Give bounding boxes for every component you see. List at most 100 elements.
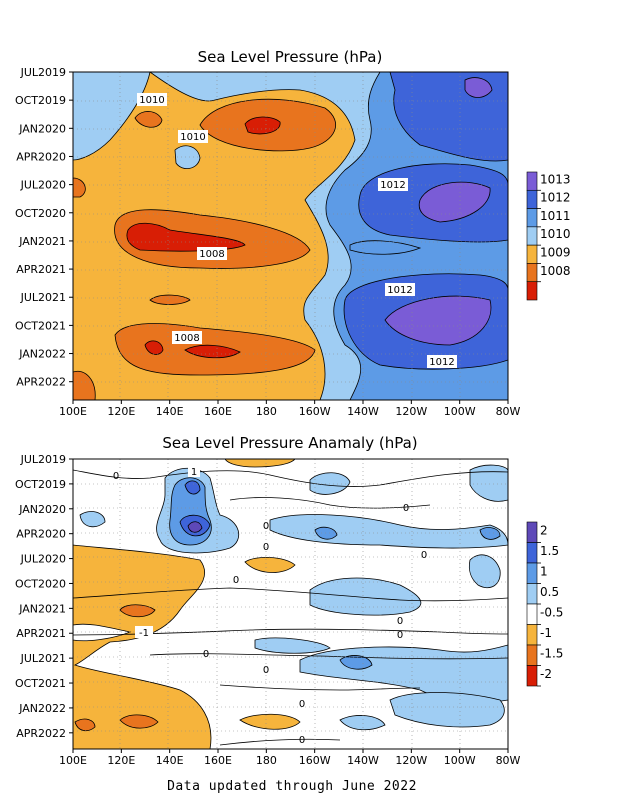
colorbar-swatch xyxy=(526,171,538,191)
panel1-x-ticks: 100E 120E 140E 160E 180 160W 140W 120W 100W 80W xyxy=(59,400,521,418)
colorbar-swatch xyxy=(526,583,538,605)
colorbar-swatch xyxy=(526,226,538,246)
x-tick-label: 100W xyxy=(444,405,476,418)
x-tick-label: 160E xyxy=(204,405,232,418)
colorbar-swatch xyxy=(526,562,538,584)
y-tick-label: OCT2019 xyxy=(15,94,66,107)
colorbar-label: 1.5 xyxy=(540,544,559,558)
colorbar-label: 0.5 xyxy=(540,585,559,599)
y-tick-label: OCT2021 xyxy=(15,319,66,332)
y-tick-label: JUL2021 xyxy=(20,291,66,304)
y-tick-label: OCT2019 xyxy=(15,478,66,491)
y-tick-label: APR2020 xyxy=(16,150,66,163)
contour-label: 0 xyxy=(263,665,269,676)
panel2-zero-contours xyxy=(73,469,508,746)
colorbar-label: 1 xyxy=(540,565,548,579)
y-tick-label: JAN2022 xyxy=(18,348,66,361)
panel2-y-ticks: JUL2019 OCT2019 JAN2020 APR2020 JUL2020 OCT20… xyxy=(15,453,73,740)
y-tick-label: JAN2021 xyxy=(18,602,66,615)
x-tick-label: 140W xyxy=(347,405,379,418)
colorbar-label: 2 xyxy=(540,524,548,538)
colorbar-swatch xyxy=(526,263,538,283)
contour-label: 0 xyxy=(299,699,305,710)
y-tick-label: JUL2021 xyxy=(20,652,66,665)
x-tick-label: 120W xyxy=(395,405,427,418)
x-tick-label: 180 xyxy=(256,405,277,418)
x-tick-label: 140E xyxy=(156,405,184,418)
contour-label: 1012 xyxy=(380,180,405,191)
colorbar-label: 1008 xyxy=(540,264,571,278)
colorbar-swatch xyxy=(526,208,538,228)
contour-label: 0 xyxy=(233,575,239,586)
x-tick-label: 100W xyxy=(444,754,476,767)
colorbar-swatch xyxy=(526,244,538,264)
contour-label: 0 xyxy=(421,550,427,561)
footer-note: Data updated through June 2022 xyxy=(167,779,417,794)
contour-label: 1012 xyxy=(429,357,454,368)
y-tick-label: OCT2021 xyxy=(15,677,66,690)
y-tick-label: JAN2020 xyxy=(18,122,66,135)
panel2-frame xyxy=(72,458,509,750)
colorbar-label: 1011 xyxy=(540,209,571,223)
contour-label: 1010 xyxy=(180,132,205,143)
y-tick-label: OCT2020 xyxy=(15,207,66,220)
colorbar-label: -0.5 xyxy=(540,606,563,620)
x-tick-label: 120E xyxy=(107,405,135,418)
panel2-x-ticks: 100E 120E 140E 160E 180 160W 140W 120W 100W 80W xyxy=(59,749,521,767)
colorbar-swatch xyxy=(526,521,538,543)
contour-label: 0 xyxy=(397,616,403,627)
panel2-plot xyxy=(73,459,508,749)
colorbar-swatch xyxy=(526,665,538,687)
colorbar-label: -1.5 xyxy=(540,647,563,661)
y-tick-label: JUL2020 xyxy=(20,553,66,566)
x-tick-label: 160W xyxy=(299,754,331,767)
colorbar-label: -2 xyxy=(540,667,552,681)
y-tick-label: OCT2020 xyxy=(15,577,66,590)
contour-label: 1012 xyxy=(387,285,412,296)
y-tick-label: APR2021 xyxy=(16,627,66,640)
panel1-plot xyxy=(73,72,508,400)
y-tick-label: JUL2019 xyxy=(20,453,66,466)
y-tick-label: APR2022 xyxy=(16,376,66,389)
contour-label: 0 xyxy=(397,630,403,641)
colorbar-swatch xyxy=(526,624,538,646)
panel1-title: Sea Level Pressure (hPa) xyxy=(198,48,383,66)
colorbar-swatch xyxy=(526,644,538,666)
contour-label: -1 xyxy=(139,628,149,639)
y-tick-label: JUL2019 xyxy=(20,66,66,79)
colorbar-label: -1 xyxy=(540,626,552,640)
y-tick-label: JUL2020 xyxy=(20,179,66,192)
contour-label: 0 xyxy=(113,471,119,482)
contour-label: 0 xyxy=(403,503,409,514)
contour-label: 0 xyxy=(203,649,209,660)
x-tick-label: 100E xyxy=(59,405,87,418)
panel2-contour-labels: 1 0 0 0 0 0 0 0 0 0 0 0 0 -1 xyxy=(113,465,427,746)
colorbar-label: 1012 xyxy=(540,191,571,205)
contour-label: 1008 xyxy=(199,249,224,260)
colorbar-label: 1010 xyxy=(540,227,571,241)
colorbar-swatch xyxy=(526,603,538,625)
y-tick-label: JAN2021 xyxy=(18,235,66,248)
colorbar-swatch xyxy=(526,189,538,209)
x-tick-label: 80W xyxy=(496,405,521,418)
x-tick-label: 120E xyxy=(107,754,135,767)
panel1-contour-labels: 1010 1010 1012 1008 1012 1008 1012 xyxy=(137,93,457,368)
y-tick-label: APR2021 xyxy=(16,263,66,276)
panel2-colorbar: 2 1.5 1 0.5 -0.5 -1 -1.5 -2 xyxy=(526,521,563,687)
x-tick-label: 140E xyxy=(156,754,184,767)
colorbar-swatch xyxy=(526,281,538,301)
x-tick-label: 140W xyxy=(347,754,379,767)
panel1-frame xyxy=(72,71,509,401)
x-tick-label: 160W xyxy=(299,405,331,418)
panel2-title: Sea Level Pressure Anamaly (hPa) xyxy=(162,434,417,452)
y-tick-label: APR2020 xyxy=(16,528,66,541)
x-tick-label: 100E xyxy=(59,754,87,767)
panel1-colorbar: 1013 1012 1011 1010 1009 1008 xyxy=(526,171,571,301)
y-tick-label: JAN2022 xyxy=(18,702,66,715)
contour-label: 1008 xyxy=(174,333,199,344)
contour-label: 0 xyxy=(299,735,305,746)
contour-label: 1 xyxy=(191,467,197,478)
x-tick-label: 180 xyxy=(256,754,277,767)
y-tick-label: APR2022 xyxy=(16,727,66,740)
